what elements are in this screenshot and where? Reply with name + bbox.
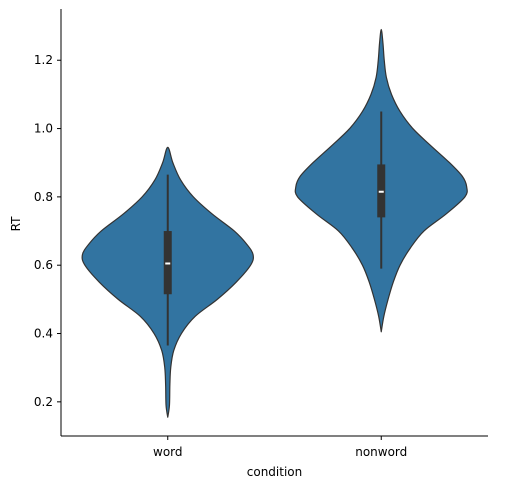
violin-word (81, 146, 254, 418)
y-tick-label: 1.0 (34, 122, 53, 136)
x-axis-title: condition (247, 465, 302, 479)
y-tick-label: 0.8 (34, 190, 53, 204)
y-tick-label: 0.6 (34, 258, 53, 272)
x-tick-label-nonword: nonword (355, 445, 407, 459)
x-tick-label-word: word (153, 445, 183, 459)
x-ticks: word nonword (153, 436, 407, 459)
violins-layer (81, 28, 468, 418)
y-ticks: 0.2 0.4 0.6 0.8 1.0 1.2 (34, 53, 61, 409)
median-marker-nonword (378, 190, 384, 193)
median-marker-word (165, 262, 171, 265)
axes-layer (60, 9, 488, 437)
y-tick-label: 0.4 (34, 327, 53, 341)
violin-nonword (294, 28, 468, 333)
y-tick-label: 0.2 (34, 395, 53, 409)
y-axis-title: RT (9, 216, 23, 231)
y-tick-label: 1.2 (34, 53, 53, 67)
